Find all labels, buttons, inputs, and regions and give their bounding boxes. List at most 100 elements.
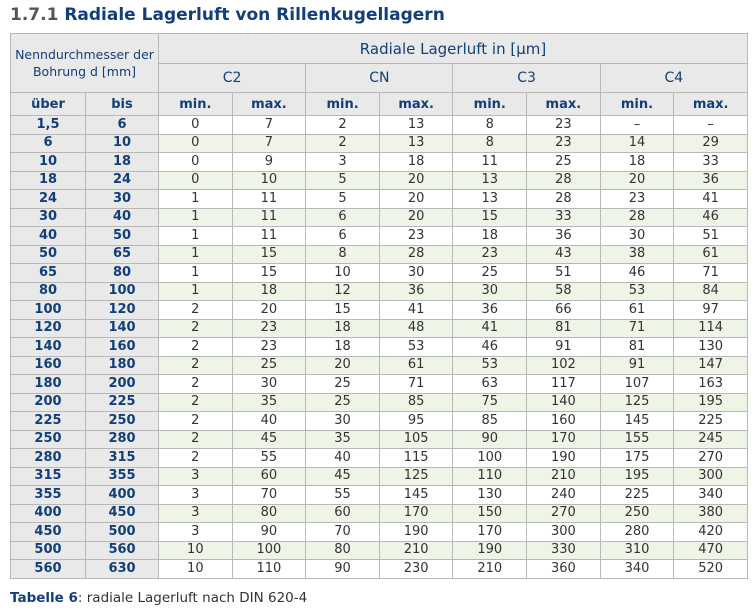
clearance-cell: 114 [673, 318, 748, 338]
clearance-cell: 1 [158, 189, 233, 209]
diameter-cell: 450 [84, 503, 160, 523]
clearance-cell: 80 [305, 540, 380, 560]
clearance-cell: 3 [305, 152, 380, 172]
clearance-cell: 3 [158, 503, 233, 523]
diameter-cell: 6 [10, 133, 86, 153]
clearance-cell: 420 [673, 522, 748, 542]
clearance-cell: 25 [231, 355, 307, 375]
diameter-cell: 24 [10, 189, 86, 209]
clearance-cell: 1 [158, 244, 233, 264]
clearance-cell: 20 [378, 189, 454, 209]
clearance-cell: 340 [673, 485, 748, 505]
clearance-cell: 160 [526, 411, 601, 431]
clearance-cell: 28 [378, 244, 454, 264]
diameter-cell: 630 [84, 559, 160, 579]
clearance-cell: 2 [158, 337, 233, 357]
diameter-cell: 10 [10, 152, 86, 172]
clearance-cell: 46 [599, 263, 675, 283]
clearance-cell: 190 [452, 540, 528, 560]
diameter-cell: 6 [84, 115, 160, 135]
clearance-cell: 41 [452, 318, 528, 338]
clearance-cell: 97 [673, 300, 748, 320]
title: 1.7.1 Radiale Lagerluft von Rillenkugell… [10, 5, 445, 25]
table-row: 18 24 0 10 5 20 13 28 20 36 [10, 170, 748, 190]
column-header: max. [231, 92, 307, 116]
table-row: 250 280 2 45 35 105 90 170 155 245 [10, 429, 748, 449]
clearance-cell: 340 [599, 559, 675, 579]
clearance-cell: 30 [378, 263, 454, 283]
table-row: 50 65 1 15 8 28 23 43 38 61 [10, 244, 748, 264]
clearance-cell: 28 [526, 170, 601, 190]
clearance-cell: 75 [452, 392, 528, 412]
clearance-cell: 470 [673, 540, 748, 560]
clearance-cell: 110 [231, 559, 307, 579]
diameter-cell: 120 [84, 300, 160, 320]
clearance-cell: 71 [599, 318, 675, 338]
clearance-cell: 11 [452, 152, 528, 172]
diameter-cell: 24 [84, 170, 160, 190]
header-row: Nenndurchmesser der Bohrung d [mm] Radia… [9, 33, 748, 93]
clearance-cell: 25 [305, 392, 380, 412]
clearance-cell: 55 [305, 485, 380, 505]
clearance-cell: 115 [378, 448, 454, 468]
diameter-cell: 100 [10, 300, 86, 320]
diameter-cell: 200 [10, 392, 86, 412]
clearance-cell: 23 [526, 115, 601, 135]
clearance-cell: 145 [599, 411, 675, 431]
group-header: C3 [452, 63, 601, 93]
clearance-cell: 61 [378, 355, 454, 375]
column-header: bis [84, 92, 160, 116]
clearance-cell: 170 [378, 503, 454, 523]
clearance-cell: 25 [526, 152, 601, 172]
clearance-cell: 36 [452, 300, 528, 320]
clearance-cell: 117 [526, 374, 601, 394]
diameter-cell: 30 [84, 189, 160, 209]
table-row: 65 80 1 15 10 30 25 51 46 71 [10, 263, 748, 283]
table-row: 100 120 2 20 15 41 36 66 61 97 [10, 300, 748, 320]
clearance-cell: 175 [599, 448, 675, 468]
clearance-cell: 225 [599, 485, 675, 505]
clearance-cell: 1 [158, 263, 233, 283]
clearance-cell: 2 [158, 429, 233, 449]
table-row: 160 180 2 25 20 61 53 102 91 147 [10, 355, 748, 375]
clearance-cell: 20 [378, 207, 454, 227]
diameter-cell: 250 [10, 429, 86, 449]
clearance-cell: 10 [158, 559, 233, 579]
clearance-cell: 130 [673, 337, 748, 357]
diameter-cell: 355 [10, 485, 86, 505]
clearance-cell: 195 [673, 392, 748, 412]
clearance-cell: 130 [452, 485, 528, 505]
clearance-cell: 70 [305, 522, 380, 542]
clearance-cell: 36 [378, 281, 454, 301]
clearance-cell: 35 [231, 392, 307, 412]
clearance-cell: 11 [231, 189, 307, 209]
clearance-cell: 53 [452, 355, 528, 375]
clearance-cell: 46 [673, 207, 748, 227]
clearance-cell: 240 [526, 485, 601, 505]
table-row: 355 400 3 70 55 145 130 240 225 340 [10, 485, 748, 505]
clearance-cell: 28 [599, 207, 675, 227]
clearance-cell: 30 [231, 374, 307, 394]
diameter-cell: 18 [10, 170, 86, 190]
clearance-cell: 2 [158, 355, 233, 375]
diameter-cell: 80 [10, 281, 86, 301]
diameter-cell: 100 [84, 281, 160, 301]
clearance-cell: 41 [378, 300, 454, 320]
caption-text: : radiale Lagerluft nach DIN 620-4 [77, 590, 308, 606]
clearance-table: Nenndurchmesser der Bohrung d [mm] Radia… [9, 33, 749, 579]
clearance-cell: 45 [305, 466, 380, 486]
diameter-cell: 140 [10, 337, 86, 357]
table-row: 6 10 0 7 2 13 8 23 14 29 [10, 133, 748, 153]
table-row: 560 630 10 110 90 230 210 360 340 520 [10, 559, 748, 579]
diameter-cell: 160 [84, 337, 160, 357]
diameter-cell: 250 [84, 411, 160, 431]
clearance-cell: 3 [158, 466, 233, 486]
column-header: min. [158, 92, 233, 116]
diameter-cell: 65 [10, 263, 86, 283]
clearance-cell: 23 [452, 244, 528, 264]
clearance-cell: 51 [526, 263, 601, 283]
clearance-cell: 90 [231, 522, 307, 542]
clearance-cell: 107 [599, 374, 675, 394]
clearance-cell: 13 [378, 133, 454, 153]
